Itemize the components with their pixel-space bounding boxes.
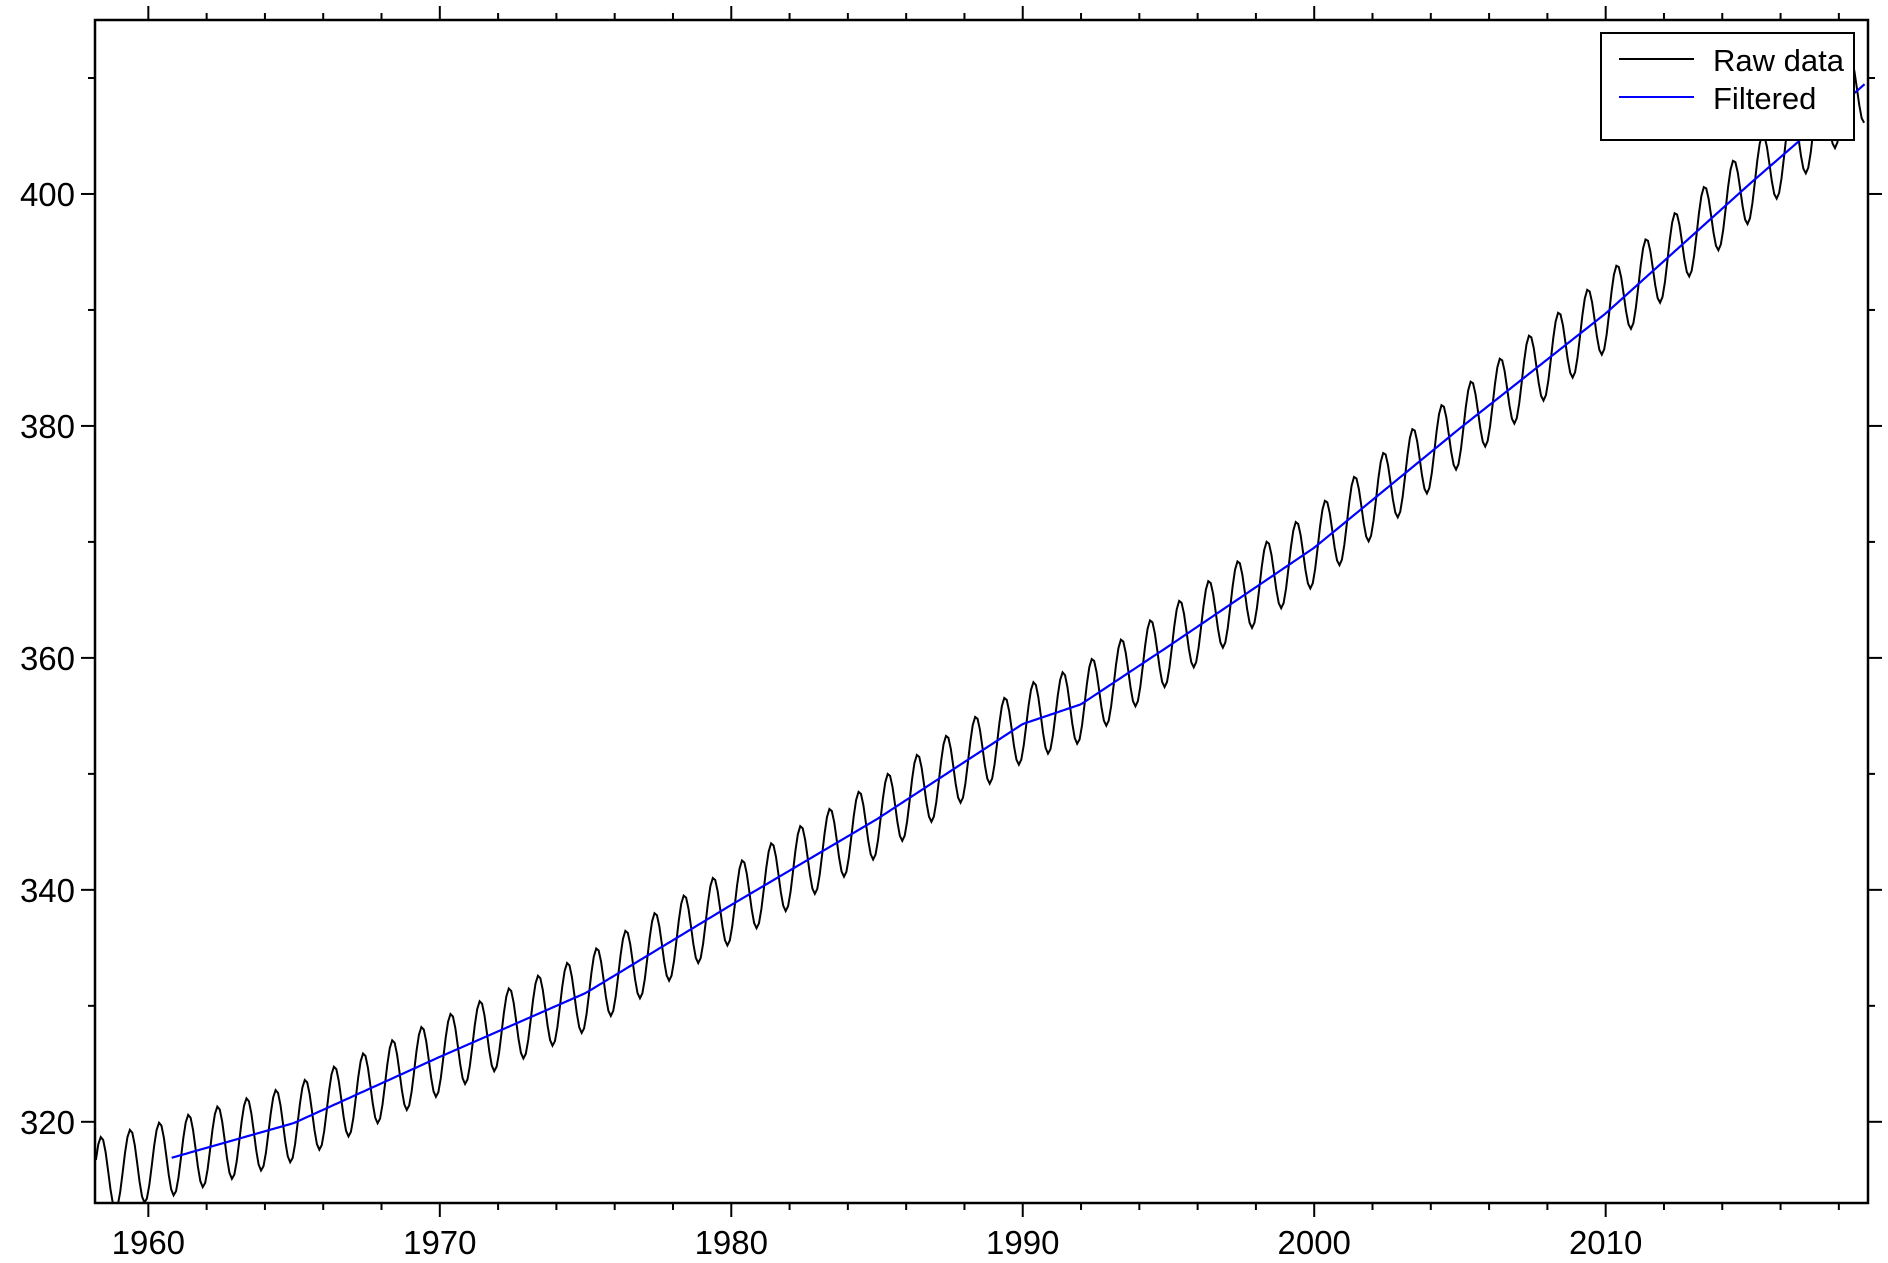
y-tick-label: 380 <box>20 408 75 445</box>
y-tick-label: 360 <box>20 640 75 677</box>
y-tick-label: 400 <box>20 176 75 213</box>
x-tick-label: 1980 <box>695 1224 768 1261</box>
x-tick-label: 2000 <box>1277 1224 1350 1261</box>
legend-box <box>1600 32 1855 141</box>
x-tick-label: 1960 <box>112 1224 185 1261</box>
plot-frame <box>93 18 1870 1205</box>
series-line-raw-data <box>95 57 1865 1203</box>
series-line-filtered <box>171 83 1866 1159</box>
x-tick-label: 1970 <box>403 1224 476 1261</box>
legend-label-raw-data: Raw data <box>1713 43 1845 78</box>
y-tick-label: 320 <box>20 1104 75 1141</box>
x-tick-label: 2010 <box>1569 1224 1642 1261</box>
ticks-layer <box>81 6 1882 1217</box>
tick-labels-layer: 1960 1970 1980 1990 2000 2010 320 340 360 380 400 <box>20 176 1642 1261</box>
legend-label-filtered: Filtered <box>1713 81 1816 116</box>
series-layer <box>95 57 1866 1203</box>
x-tick-label: 1990 <box>986 1224 1059 1261</box>
y-tick-label: 340 <box>20 872 75 909</box>
legend: Raw data Filtered <box>1600 32 1855 141</box>
